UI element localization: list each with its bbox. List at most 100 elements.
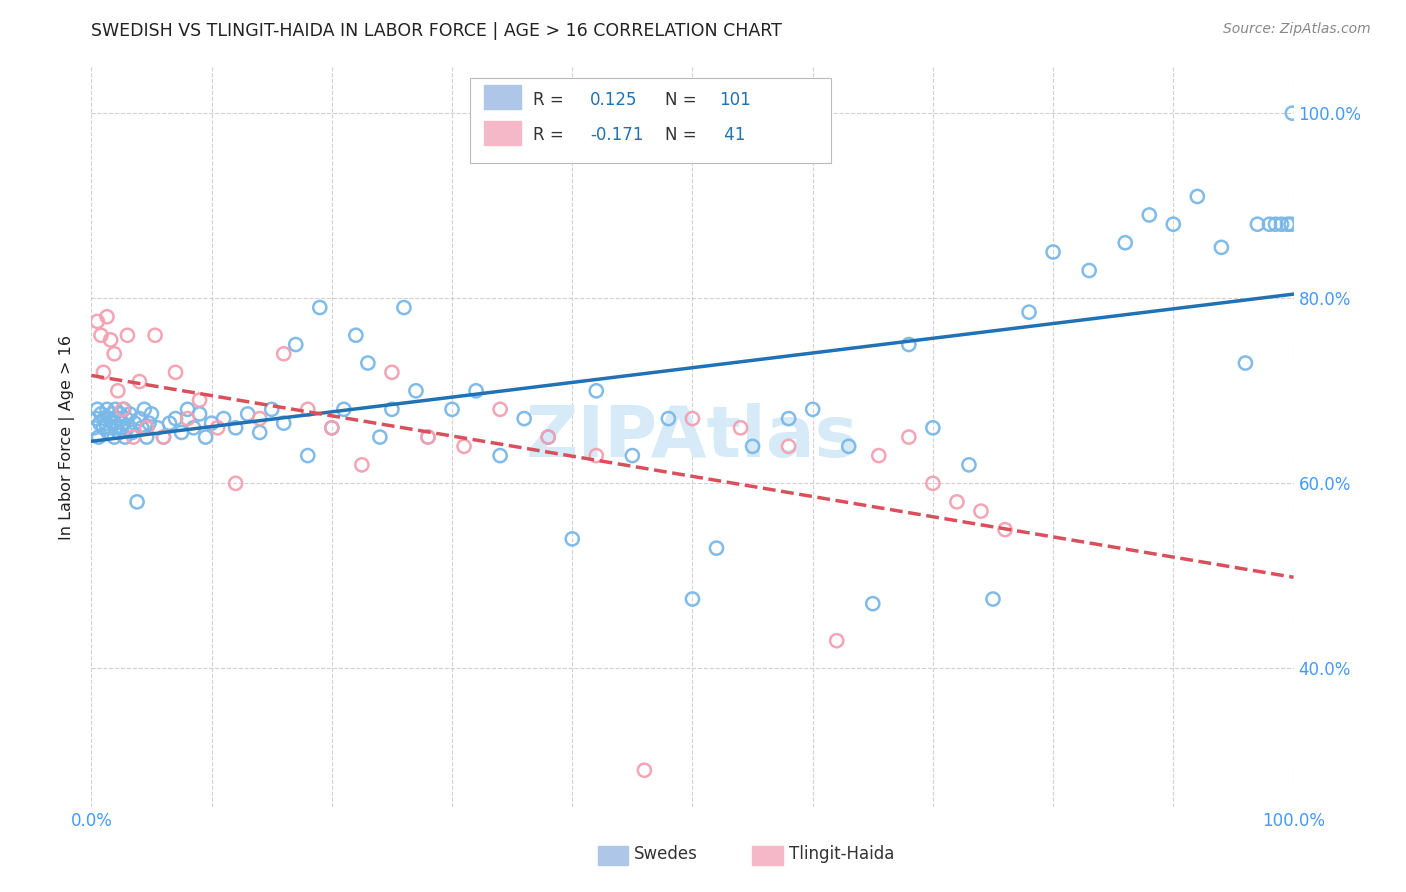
Text: N =: N = xyxy=(665,91,702,110)
Point xyxy=(273,347,295,361)
Point xyxy=(321,421,343,435)
Text: SWEDISH VS TLINGIT-HAIDA IN LABOR FORCE | AGE > 16 CORRELATION CHART: SWEDISH VS TLINGIT-HAIDA IN LABOR FORCE … xyxy=(91,22,782,40)
Point xyxy=(94,416,117,430)
Point xyxy=(838,439,860,453)
Point xyxy=(131,421,153,435)
Point xyxy=(111,416,134,430)
Point xyxy=(114,430,136,444)
Point xyxy=(381,402,404,417)
Point xyxy=(112,402,135,417)
Point xyxy=(96,310,118,324)
Point xyxy=(98,411,121,425)
Point xyxy=(344,328,367,343)
Point xyxy=(165,365,187,379)
Point xyxy=(1258,217,1281,231)
Text: R =: R = xyxy=(533,126,568,145)
Point xyxy=(118,407,141,421)
Point xyxy=(249,425,271,440)
Point xyxy=(100,421,122,435)
Point xyxy=(1279,217,1302,231)
Point xyxy=(170,425,193,440)
Point xyxy=(273,416,295,430)
Point xyxy=(416,430,439,444)
Point xyxy=(111,402,134,417)
Point xyxy=(110,421,132,435)
Point xyxy=(188,407,211,421)
Point xyxy=(778,411,800,425)
Point xyxy=(122,430,145,444)
Point xyxy=(93,365,115,379)
Point xyxy=(141,407,163,421)
Text: -0.171: -0.171 xyxy=(591,126,644,145)
Point xyxy=(897,430,920,444)
Point xyxy=(138,416,160,430)
Point xyxy=(135,430,157,444)
Point xyxy=(1187,189,1209,203)
Point xyxy=(862,597,884,611)
Point xyxy=(825,633,848,648)
Point xyxy=(297,449,319,463)
Point xyxy=(107,384,129,398)
Point xyxy=(416,430,439,444)
Point xyxy=(994,523,1017,537)
Point xyxy=(1270,217,1292,231)
Point xyxy=(152,430,174,444)
Point xyxy=(176,411,198,425)
Text: 0.125: 0.125 xyxy=(591,91,638,110)
Point xyxy=(778,439,800,453)
Point xyxy=(101,407,124,421)
Text: Tlingit-Haida: Tlingit-Haida xyxy=(789,845,894,863)
Point xyxy=(1137,208,1160,222)
Point xyxy=(489,449,512,463)
Point xyxy=(103,347,125,361)
Bar xyxy=(485,86,520,109)
Point xyxy=(561,532,583,546)
Point xyxy=(93,421,115,435)
Text: Source: ZipAtlas.com: Source: ZipAtlas.com xyxy=(1223,22,1371,37)
Point xyxy=(357,356,380,370)
Point xyxy=(585,384,607,398)
Point xyxy=(124,416,146,430)
Point xyxy=(321,421,343,435)
Point xyxy=(89,416,111,430)
Text: Swedes: Swedes xyxy=(634,845,697,863)
Point xyxy=(101,416,124,430)
Point xyxy=(801,402,824,417)
Point xyxy=(117,328,139,343)
Point xyxy=(1234,356,1257,370)
Point xyxy=(513,411,536,425)
Point xyxy=(165,411,187,425)
Point xyxy=(249,411,271,425)
Point xyxy=(1264,217,1286,231)
Point xyxy=(90,407,112,421)
Point xyxy=(1211,240,1233,254)
Point xyxy=(297,402,319,417)
Text: N =: N = xyxy=(665,126,702,145)
Point xyxy=(105,421,128,435)
Point xyxy=(260,402,283,417)
Point xyxy=(284,337,307,351)
Point xyxy=(1018,305,1040,319)
Point xyxy=(135,421,157,435)
Point xyxy=(681,592,703,607)
Text: 41: 41 xyxy=(718,126,745,145)
Point xyxy=(465,384,488,398)
Point xyxy=(90,328,112,343)
Point xyxy=(1114,235,1136,250)
Point xyxy=(453,439,475,453)
Point xyxy=(225,476,247,491)
Point xyxy=(93,411,115,425)
Point xyxy=(125,495,148,509)
Point xyxy=(207,421,229,435)
Bar xyxy=(485,121,520,145)
Point xyxy=(188,393,211,408)
Point xyxy=(368,430,391,444)
Point xyxy=(115,411,138,425)
Text: R =: R = xyxy=(533,91,568,110)
Point xyxy=(1161,217,1184,231)
Point xyxy=(981,592,1004,607)
Point xyxy=(489,402,512,417)
Point xyxy=(405,384,427,398)
Bar xyxy=(470,78,831,163)
Point xyxy=(84,411,107,425)
